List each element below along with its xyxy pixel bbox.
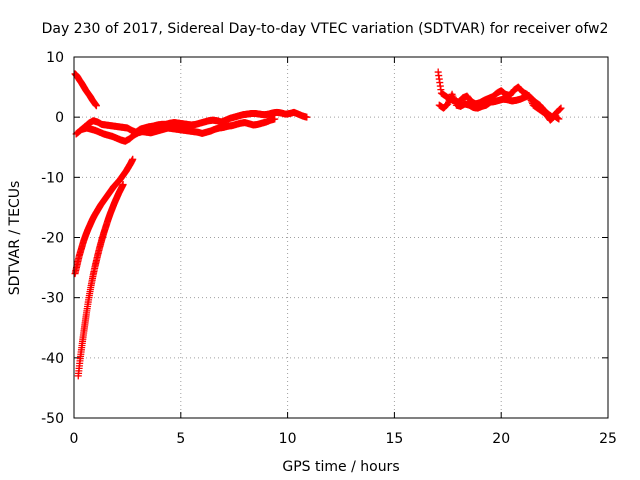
series-pass-early-high [71,70,100,110]
data-point [556,105,564,113]
data-point [445,97,453,105]
data-point [557,104,565,112]
data-point [528,98,536,106]
data-point [525,92,533,100]
y-tick-label: -40 [41,351,64,367]
data-point [129,155,137,163]
x-tick-label: 5 [176,431,185,447]
series-pass-main-lower-band [79,115,279,145]
chart-title: Day 230 of 2017, Sidereal Day-to-day VTE… [42,21,609,37]
x-tick-label: 0 [70,431,79,447]
data-point [119,181,127,189]
series-pass-descending-inner [74,181,127,380]
data-point [445,98,453,106]
data-point [92,102,100,110]
data-point [526,93,534,101]
x-tick-label: 15 [385,431,403,447]
data-point [526,95,534,103]
x-tick-label: 25 [599,431,617,447]
y-tick-label: -20 [41,231,64,247]
series-pass-descending-outer [71,155,137,278]
x-axis-label: GPS time / hours [282,459,399,475]
plot-frame [73,56,609,419]
series-pass-late-lower [435,90,563,124]
x-tick-label: 20 [492,431,510,447]
data-point [444,100,452,108]
y-tick-label: -50 [41,411,64,427]
y-tick-label: 0 [55,110,64,126]
data-point [303,113,311,121]
y-tick-label: -30 [41,291,64,307]
data-points [71,68,565,380]
x-tick-label: 10 [279,431,297,447]
data-point [527,96,535,104]
y-tick-label: -10 [41,170,64,186]
data-point [556,106,564,114]
data-point [555,115,563,123]
data-point [271,115,279,123]
y-axis-label: SDTVAR / TECUs [7,181,23,296]
y-tick-label: 10 [46,50,64,66]
tick-labels: 0 5 10 15 20 25 10 0 -10 -20 -30 -40 -50 [41,50,617,447]
